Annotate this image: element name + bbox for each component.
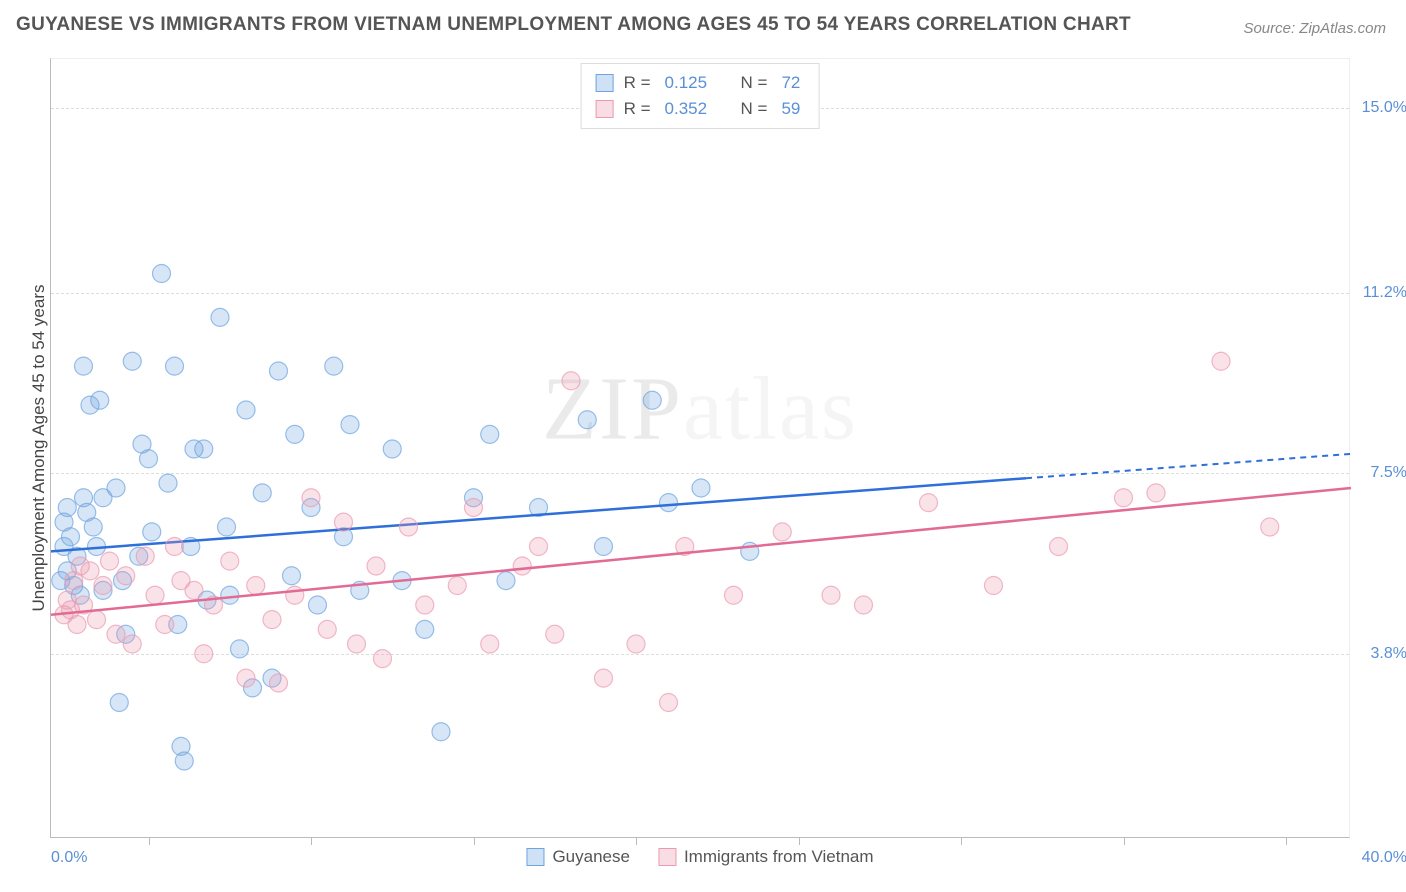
swatch-vietnam bbox=[658, 848, 676, 866]
x-max-label: 40.0% bbox=[1362, 849, 1406, 867]
n-value-vietnam: 59 bbox=[781, 96, 800, 122]
plot-area: Unemployment Among Ages 45 to 54 years 1… bbox=[50, 58, 1350, 838]
chart-svg bbox=[51, 59, 1349, 837]
stat-row-guyanese: R = 0.125 N = 72 bbox=[596, 70, 805, 96]
stat-box: R = 0.125 N = 72 R = 0.352 N = 59 bbox=[581, 63, 820, 129]
source-label: Source: ZipAtlas.com bbox=[1243, 20, 1386, 37]
legend: Guyanese Immigrants from Vietnam bbox=[526, 847, 873, 867]
swatch-guyanese bbox=[596, 74, 614, 92]
n-label: N = bbox=[741, 70, 768, 96]
r-label: R = bbox=[624, 96, 651, 122]
swatch-guyanese bbox=[526, 848, 544, 866]
chart-title: GUYANESE VS IMMIGRANTS FROM VIETNAM UNEM… bbox=[16, 14, 1131, 36]
r-label: R = bbox=[624, 70, 651, 96]
n-label: N = bbox=[741, 96, 768, 122]
legend-label: Immigrants from Vietnam bbox=[684, 847, 874, 867]
swatch-vietnam bbox=[596, 100, 614, 118]
y-axis-label: Unemployment Among Ages 45 to 54 years bbox=[29, 285, 49, 612]
legend-item-vietnam: Immigrants from Vietnam bbox=[658, 847, 874, 867]
stat-row-vietnam: R = 0.352 N = 59 bbox=[596, 96, 805, 122]
n-value-guyanese: 72 bbox=[781, 70, 800, 96]
r-value-vietnam: 0.352 bbox=[665, 96, 708, 122]
r-value-guyanese: 0.125 bbox=[665, 70, 708, 96]
legend-item-guyanese: Guyanese bbox=[526, 847, 630, 867]
x-min-label: 0.0% bbox=[51, 849, 87, 867]
legend-label: Guyanese bbox=[552, 847, 630, 867]
